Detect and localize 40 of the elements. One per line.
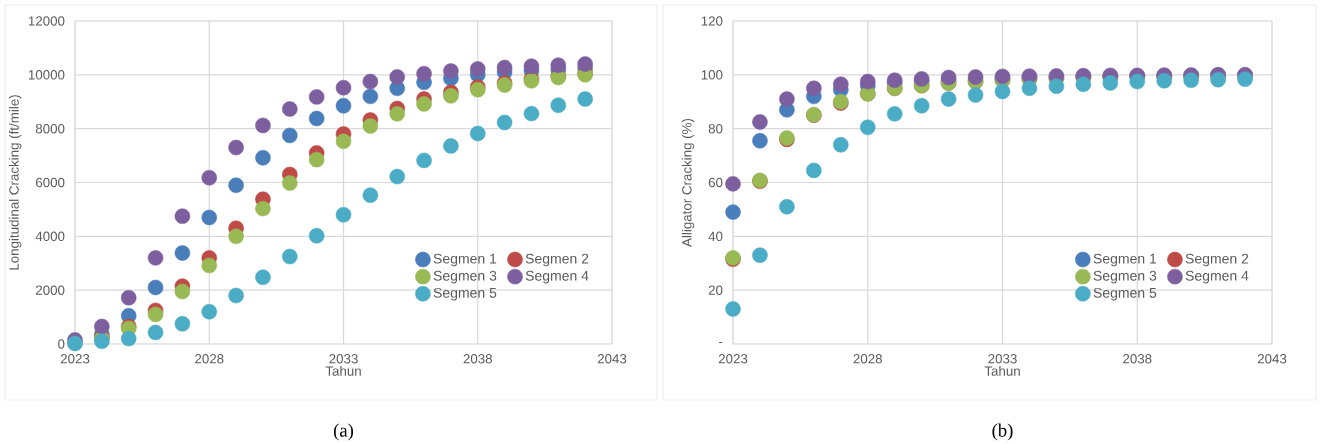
legend-label: Segmen 4 <box>525 270 589 284</box>
y-tick-label: 20 <box>708 285 723 295</box>
x-axis-title: Tahun <box>325 365 361 376</box>
y-axis-title: Longitudinal Cracking (ft/mile) <box>8 95 22 270</box>
legend-label: Segmen 1 <box>433 253 497 267</box>
legend-label: Segmen 2 <box>525 253 589 267</box>
y-tick-label: 120 <box>701 16 723 26</box>
y-axis-title: Alligator Cracking (%) <box>681 118 695 247</box>
text: (a) <box>333 423 354 441</box>
y-tick-label: 60 <box>708 177 723 188</box>
legend-label: Segmen 2 <box>1185 253 1249 267</box>
x-tick-label: 2028 <box>853 354 882 364</box>
legend-label: Segmen 1 <box>1093 253 1157 267</box>
text: (b) <box>992 423 1013 441</box>
y-tick-label: 100 <box>701 70 723 80</box>
x-tick-label: 2043 <box>1257 354 1287 364</box>
legend-label: Segmen 3 <box>1093 270 1157 284</box>
y-tick-label: 0 <box>58 339 65 349</box>
x-tick-label: 2038 <box>1123 354 1152 364</box>
y-tick-label: 80 <box>708 123 723 134</box>
legend-label: Segmen 5 <box>433 287 497 301</box>
x-tick-label: 2043 <box>597 354 627 364</box>
legend-label: Segmen 3 <box>433 270 497 284</box>
y-tick-label: 8000 <box>35 123 65 134</box>
y-tick-label: - <box>719 341 723 343</box>
y-tick-label: 10000 <box>28 70 65 80</box>
y-tick-label: 12000 <box>28 16 65 26</box>
y-tick-label: 40 <box>708 231 723 242</box>
legend-label: Segmen 4 <box>1185 270 1249 284</box>
y-tick-label: 4000 <box>35 231 65 242</box>
x-axis-title: Tahun <box>984 365 1020 376</box>
y-tick-label: 2000 <box>35 285 65 295</box>
x-tick-label: 2023 <box>60 354 90 364</box>
x-tick-label: 2028 <box>195 354 224 364</box>
y-tick-label: 6000 <box>35 177 65 188</box>
legend-label: Segmen 5 <box>1093 287 1157 301</box>
x-tick-label: 2033 <box>329 354 358 364</box>
x-tick-label: 2023 <box>718 354 748 364</box>
x-tick-label: 2033 <box>988 354 1017 364</box>
x-tick-label: 2038 <box>463 354 492 364</box>
